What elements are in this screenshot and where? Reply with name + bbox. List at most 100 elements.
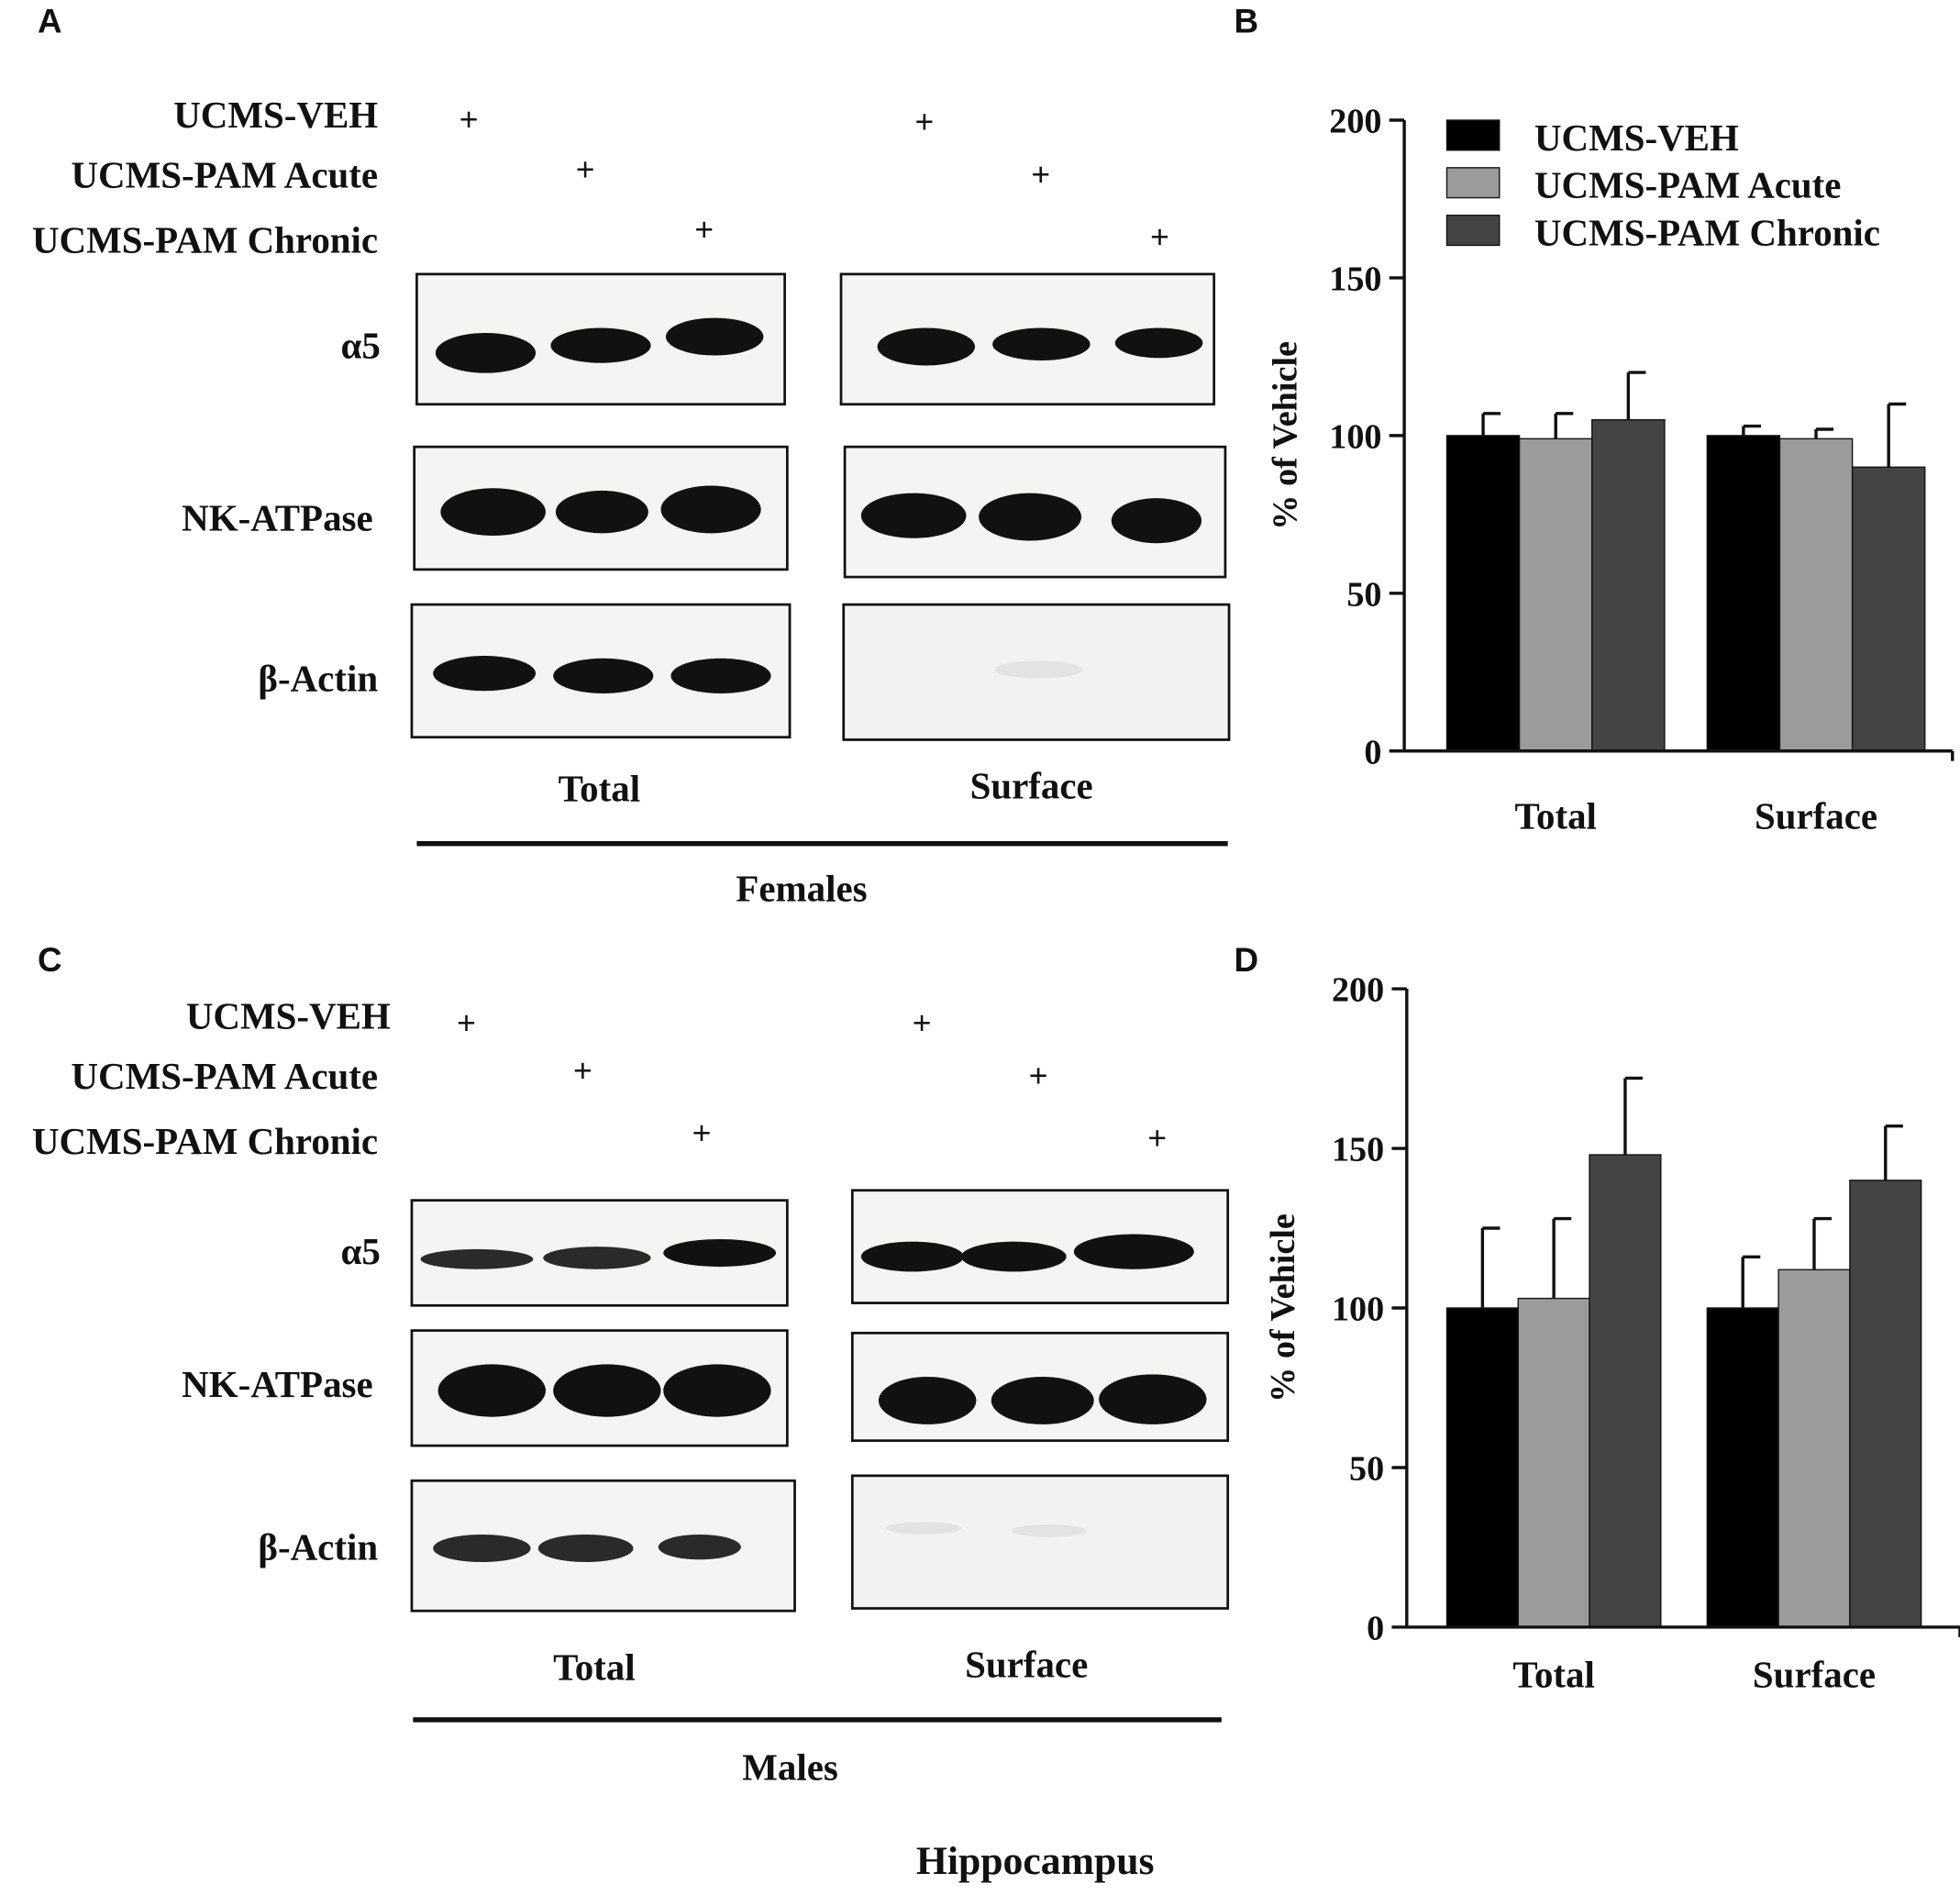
panel-letter-d: D xyxy=(1234,941,1259,980)
blot-band xyxy=(665,317,764,356)
plus-mark: + xyxy=(1028,1056,1048,1094)
legend-swatch xyxy=(1445,215,1500,247)
group-label-females: Females xyxy=(736,869,868,911)
x-tick-label: Total xyxy=(1514,795,1596,837)
blot-band xyxy=(1114,327,1203,359)
bar-ucms-pam-acute-surface xyxy=(1778,438,1854,752)
legend-label: UCMS-PAM Chronic xyxy=(1534,212,1880,253)
blot-band xyxy=(991,1377,1094,1424)
y-axis-label: % of Vehicle xyxy=(1264,1213,1302,1402)
blot-band xyxy=(550,327,651,363)
bar-ucms-veh-surface xyxy=(1706,435,1781,752)
blot-band xyxy=(440,488,546,537)
fraction-label-total: Total xyxy=(558,768,641,810)
blot-band xyxy=(1111,498,1202,544)
y-tick-label: 50 xyxy=(1346,575,1381,614)
blot-nkatpase-total xyxy=(410,1329,789,1447)
condition-label-chronic: UCMS-PAM Chronic xyxy=(31,220,379,262)
plus-mark: + xyxy=(457,1003,476,1042)
bar-ucms-pam-chronic-surface xyxy=(1851,466,1926,752)
plus-mark: + xyxy=(1147,1118,1168,1157)
blot-band xyxy=(555,490,648,534)
y-tick-label: 0 xyxy=(1367,1610,1384,1648)
y-tick-label: 0 xyxy=(1364,733,1381,771)
bar-ucms-pam-acute-surface xyxy=(1777,1269,1851,1628)
legend-swatch xyxy=(1445,119,1500,151)
group-label-males: Males xyxy=(742,1746,838,1790)
y-tick-label: 150 xyxy=(1329,260,1381,299)
blot-band xyxy=(886,1522,962,1535)
x-tick-label: Surface xyxy=(1753,1654,1876,1695)
panel-letter-a: A xyxy=(37,2,62,40)
y-tick-label: 50 xyxy=(1349,1450,1384,1489)
y-axis-label: % of Vehicle xyxy=(1267,341,1305,530)
bar-ucms-pam-chronic-total xyxy=(1591,419,1666,752)
condition-label-acute: UCMS-PAM Acute xyxy=(71,1056,379,1098)
chart-d: Total Surface 0 50 100 150 200 % of Vehicle xyxy=(1264,971,1960,1695)
blot-a5-total xyxy=(410,1199,789,1307)
bar-ucms-pam-acute-total xyxy=(1518,438,1593,752)
blot-band xyxy=(979,493,1082,541)
blot-row-label-bactin: β-Actin xyxy=(258,1526,379,1568)
blot-band xyxy=(537,1534,634,1563)
panel-letter-c: C xyxy=(37,941,62,980)
blot-a5-total xyxy=(415,272,786,406)
bar-ucms-veh-total xyxy=(1445,1307,1519,1628)
chart-b: Total Surface 0 50 100 150 200 % of Vehicle UCMS… xyxy=(1267,103,1954,837)
plus-mark: + xyxy=(572,1051,592,1090)
blot-band xyxy=(433,1534,531,1563)
blot-band xyxy=(435,332,537,373)
blot-bactin-surface xyxy=(842,603,1231,741)
blot-band xyxy=(433,656,537,692)
plus-mark: + xyxy=(459,100,479,139)
blot-a5-surface xyxy=(850,1189,1230,1304)
plus-mark: + xyxy=(914,102,935,140)
y-tick-label: 100 xyxy=(1329,418,1381,457)
blot-band xyxy=(543,1247,651,1269)
blot-band xyxy=(877,327,976,366)
blot-band xyxy=(658,1534,741,1560)
plus-mark: + xyxy=(694,210,714,249)
blot-a5-surface xyxy=(839,272,1216,406)
legend-swatch xyxy=(1445,167,1500,199)
plus-mark: + xyxy=(912,1003,932,1042)
blot-band xyxy=(860,1241,964,1272)
bar-ucms-pam-chronic-total xyxy=(1589,1154,1662,1628)
blot-band xyxy=(961,1241,1067,1272)
blot-row-label-nkatpase: NK-ATPase xyxy=(182,498,373,540)
plus-mark: + xyxy=(1031,155,1051,194)
y-tick-label: 200 xyxy=(1329,103,1381,141)
blot-band xyxy=(992,327,1091,361)
bar-ucms-veh-surface xyxy=(1706,1307,1779,1628)
blot-band xyxy=(670,658,771,693)
condition-label-chronic: UCMS-PAM Chronic xyxy=(31,1121,379,1163)
blot-band xyxy=(1073,1234,1194,1269)
y-tick-label: 200 xyxy=(1332,971,1384,1010)
bar-ucms-veh-total xyxy=(1445,435,1521,752)
blot-row-label-a5: α5 xyxy=(340,325,381,367)
legend-label: UCMS-PAM Acute xyxy=(1534,165,1842,206)
panel-letter-b: B xyxy=(1234,2,1259,40)
x-tick-label: Total xyxy=(1512,1654,1594,1695)
blot-band xyxy=(878,1377,977,1424)
blot-row-label-nkatpase: NK-ATPase xyxy=(182,1364,373,1406)
blot-band xyxy=(663,1238,777,1267)
y-tick-label: 150 xyxy=(1332,1131,1384,1169)
blot-band xyxy=(420,1248,534,1269)
blot-band xyxy=(553,658,654,693)
blot-band xyxy=(553,1364,661,1417)
group-underline xyxy=(416,841,1228,847)
blot-band xyxy=(660,485,761,534)
bar-ucms-pam-chronic-surface xyxy=(1849,1180,1922,1628)
blot-bactin-total xyxy=(410,1479,796,1612)
blot-band xyxy=(860,493,967,538)
bar-ucms-pam-acute-total xyxy=(1517,1297,1590,1628)
fraction-label-total: Total xyxy=(553,1646,636,1689)
plus-mark: + xyxy=(1150,217,1169,256)
x-tick-label: Surface xyxy=(1755,795,1877,837)
blot-nkatpase-surface xyxy=(843,445,1227,579)
blot-band xyxy=(663,1364,771,1417)
plus-mark: + xyxy=(575,150,595,188)
